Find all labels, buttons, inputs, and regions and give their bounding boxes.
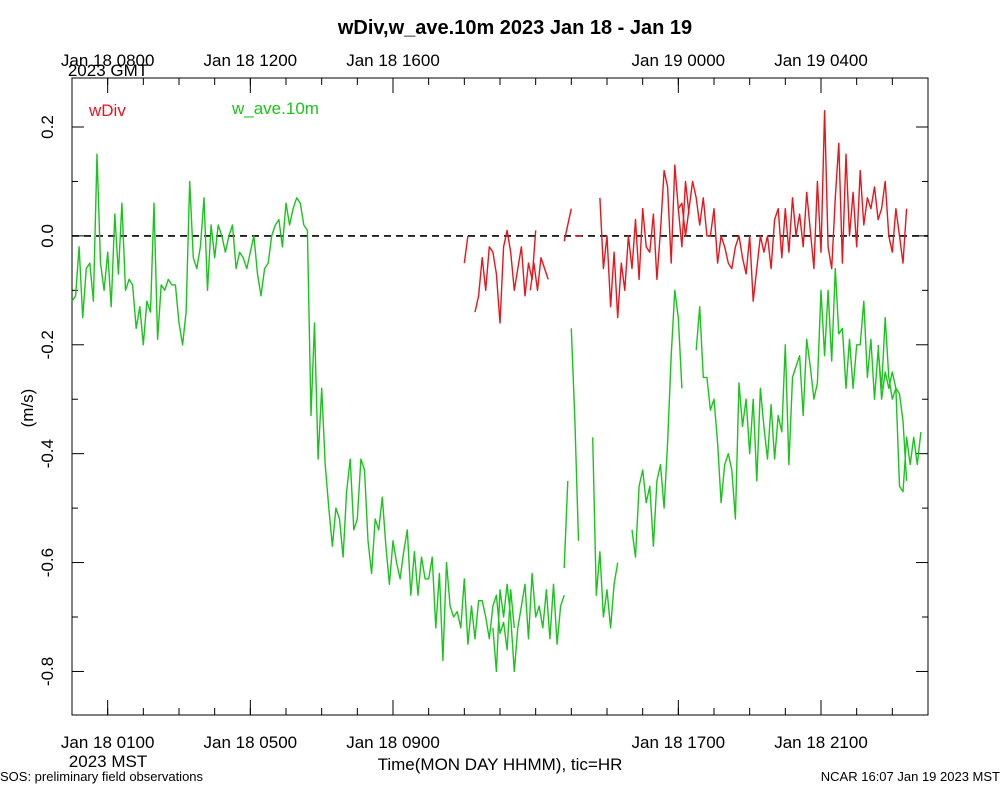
top-axis-ticks: Jan 18 0800 Jan 18 1200 Jan 18 1600 Jan 19 … (61, 51, 929, 93)
series-line-w-ave-10m (592, 437, 619, 629)
series-line-w-ave-10m (570, 328, 580, 541)
series-layer (71, 109, 922, 673)
top-tick-label: Jan 19 0400 (774, 51, 868, 70)
series-line-wdiv (563, 208, 572, 242)
series-line-w-ave-10m (877, 344, 922, 493)
footer-left: SOS: preliminary field observations (0, 769, 204, 784)
x-axis-label: Time(MON DAY HHMM), tic=HR (378, 755, 623, 774)
y-tick-label: -0.8 (38, 657, 57, 686)
legend-w-ave-10m: w_ave.10m (231, 99, 319, 118)
y-tick-label: -0.2 (38, 330, 57, 359)
bottom-axis-zone-label: 2023 MST (69, 752, 147, 771)
top-tick-label: Jan 19 0000 (632, 51, 726, 70)
top-axis-zone-label: 2023 GMT (68, 61, 148, 80)
bottom-tick-label: Jan 18 0900 (346, 733, 440, 752)
series-line-w-ave-10m (563, 480, 569, 569)
y-tick-label: 0.0 (38, 224, 57, 248)
bottom-tick-label: Jan 18 2100 (774, 733, 868, 752)
y-tick-label: -0.6 (38, 548, 57, 577)
top-tick-label: Jan 18 1600 (346, 51, 440, 70)
bottom-tick-label: Jan 18 1700 (632, 733, 726, 752)
bottom-tick-label: Jan 18 0100 (61, 733, 155, 752)
top-tick-label: Jan 18 0800 (61, 51, 155, 70)
series-line-wdiv (677, 109, 908, 302)
chart-title: wDiv,w_ave.10m 2023 Jan 18 - Jan 19 (337, 17, 692, 39)
legend-wdiv: wDiv (88, 101, 126, 120)
series-line-wdiv (529, 257, 549, 291)
series-line-w-ave-10m (631, 289, 683, 558)
series-line-w-ave-10m (695, 267, 908, 520)
series-line-w-ave-10m (492, 572, 565, 673)
series-line-wdiv (474, 229, 537, 324)
y-tick-label: 0.2 (38, 115, 57, 139)
top-tick-label: Jan 18 1200 (204, 51, 298, 70)
y-axis-label: (m/s) (18, 389, 37, 428)
series-line-wdiv (599, 164, 690, 319)
series-line-w-ave-10m (71, 153, 515, 662)
y-tick-label: -0.4 (38, 439, 57, 468)
plot-frame (71, 77, 929, 716)
footer-right: NCAR 16:07 Jan 19 2023 MST (821, 769, 1000, 784)
y-axis-ticks: 0.2 0.0 -0.2 -0.4 -0.6 -0.8 (38, 115, 928, 686)
series-line-wdiv (463, 235, 469, 264)
bottom-tick-label: Jan 18 0500 (204, 733, 298, 752)
bottom-axis-ticks: Jan 18 0100 Jan 18 0500 Jan 18 0900 Jan 18 … (61, 700, 929, 752)
